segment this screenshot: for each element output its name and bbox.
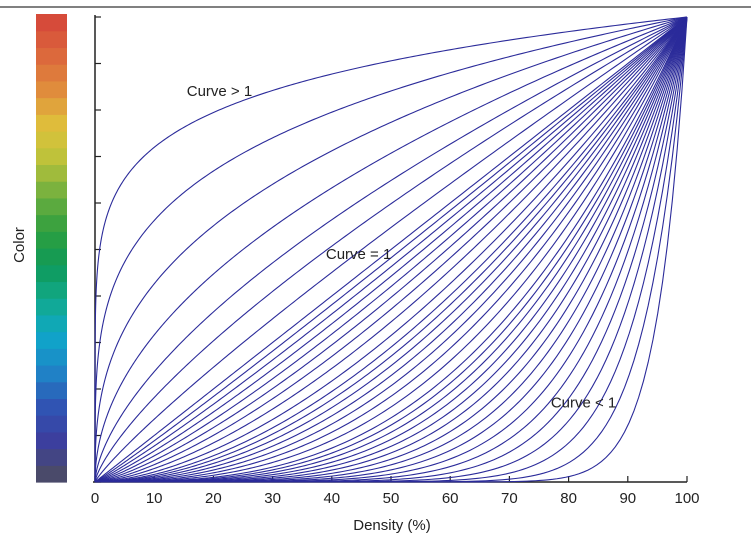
x-tick-label: 20 xyxy=(205,490,222,507)
colorbar-band xyxy=(36,181,67,199)
curve-line xyxy=(94,16,688,483)
x-tick-label: 0 xyxy=(91,490,99,507)
x-tick-label: 40 xyxy=(323,490,340,507)
colorbar-band xyxy=(36,164,67,182)
colorbar-band xyxy=(36,231,67,249)
curve-annotation: Curve < 1 xyxy=(551,395,616,412)
colorbar-band xyxy=(36,298,67,316)
x-tick-label: 80 xyxy=(560,490,577,507)
colorbar-band xyxy=(36,381,67,400)
colorbar-band xyxy=(36,365,67,383)
colorbar-band xyxy=(36,264,67,283)
curve-line xyxy=(94,16,688,483)
x-tick-label: 10 xyxy=(146,490,163,507)
curve-line xyxy=(94,16,688,483)
colorbar-band xyxy=(36,415,67,433)
colorbar-band xyxy=(36,80,67,99)
x-tick-label: 50 xyxy=(383,490,400,507)
x-tick-label: 90 xyxy=(619,490,636,507)
curve-line xyxy=(94,16,688,483)
x-tick-label: 70 xyxy=(501,490,518,507)
colorbar-band xyxy=(36,448,67,466)
colorbar-band xyxy=(36,97,67,115)
x-tick-label: 100 xyxy=(674,490,699,507)
colorbar-band xyxy=(36,131,67,149)
x-axis-label: Density (%) xyxy=(353,517,431,534)
colorbar-band xyxy=(36,197,67,216)
colorbar-band xyxy=(36,47,67,65)
curve-line xyxy=(94,16,688,483)
curve-line xyxy=(94,16,688,483)
curve-line xyxy=(95,16,688,483)
colorbar-band xyxy=(36,248,67,266)
curve-line xyxy=(94,16,688,483)
y-axis-label: Color xyxy=(11,227,28,263)
curve-line xyxy=(95,16,688,483)
curve-line xyxy=(94,16,688,483)
colorbar-band xyxy=(36,331,67,349)
colorbar-band xyxy=(36,114,67,132)
curve-series-group xyxy=(94,16,688,483)
x-tick-label: 30 xyxy=(264,490,281,507)
colorbar-band xyxy=(36,348,67,366)
colorbar-band xyxy=(36,14,67,32)
colorbar-band xyxy=(36,398,67,416)
curve-line xyxy=(94,16,688,483)
colorbar-band xyxy=(36,314,67,333)
colorbar-band xyxy=(36,214,67,232)
colorbar-band xyxy=(36,147,67,166)
curve-line xyxy=(94,16,688,483)
colorbar-band xyxy=(36,465,67,483)
curve-line xyxy=(94,16,688,483)
colorbar-band xyxy=(36,431,67,450)
annotations: Curve > 1 Curve = 1 Curve < 1 xyxy=(187,83,617,412)
x-tick-label: 60 xyxy=(442,490,459,507)
curve-annotation: Curve > 1 xyxy=(187,83,252,100)
colorbar-band xyxy=(36,281,67,299)
colorbar-band xyxy=(36,30,67,49)
curve-line xyxy=(95,16,688,483)
colorbar-band xyxy=(36,64,67,82)
curve-line xyxy=(94,16,688,483)
curve-annotation: Curve = 1 xyxy=(326,246,391,263)
colorbar xyxy=(36,14,67,483)
curve-line xyxy=(95,16,688,483)
